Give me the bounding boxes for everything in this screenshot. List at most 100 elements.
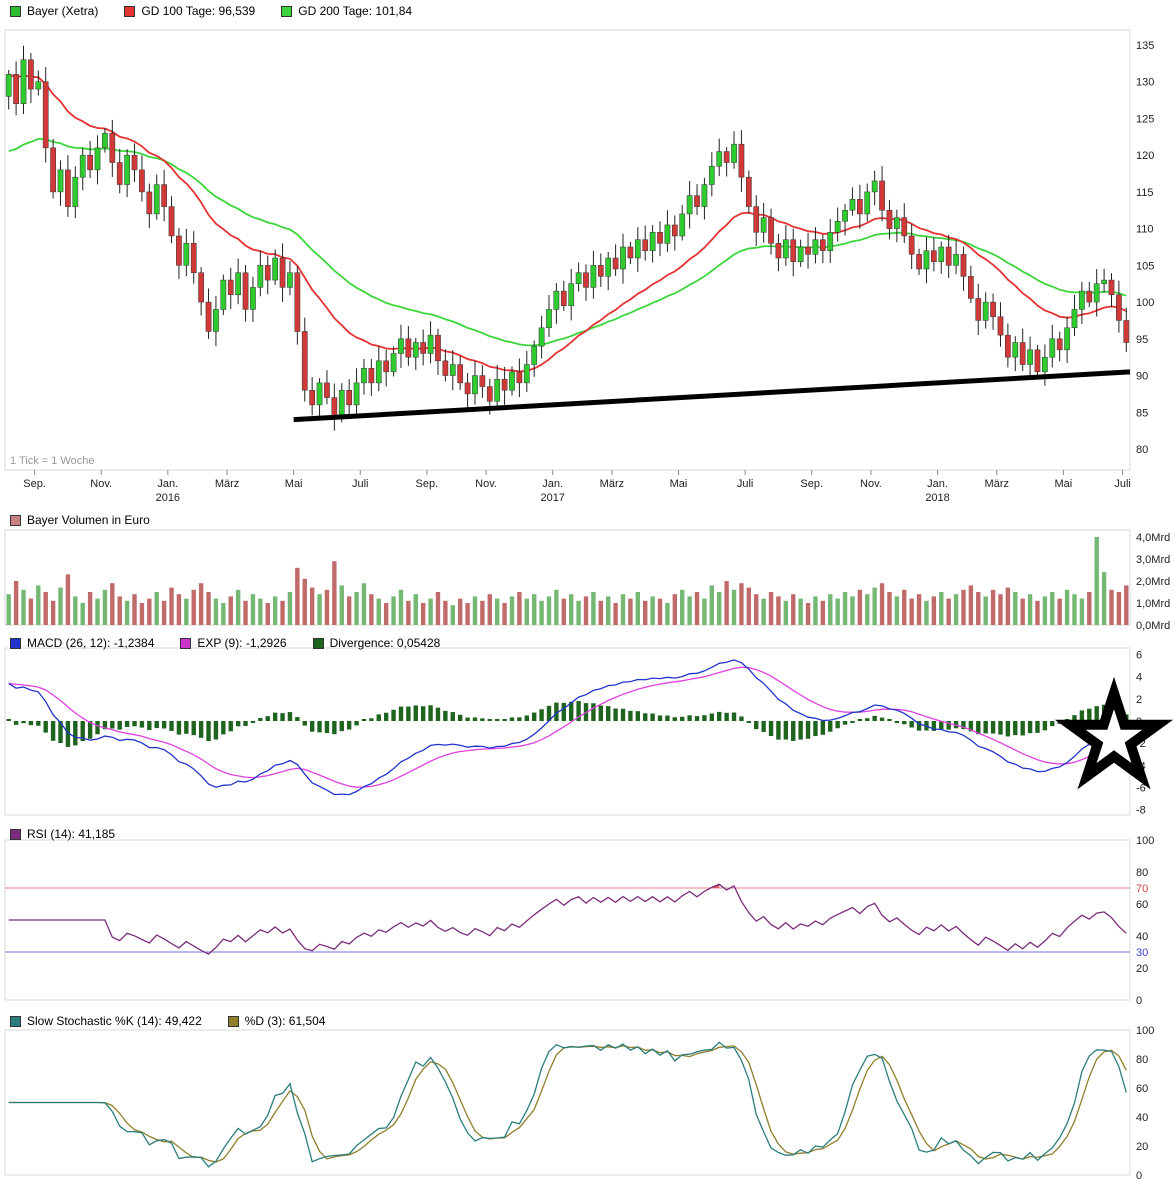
divergence-swatch-icon [312, 637, 324, 649]
svg-text:80: 80 [1136, 1054, 1148, 1066]
volume-series [6, 537, 1129, 625]
svg-text:März: März [985, 478, 1009, 490]
svg-text:85: 85 [1136, 407, 1148, 419]
rsi-label: RSI (14): 41,185 [27, 827, 116, 841]
svg-text:105: 105 [1136, 260, 1154, 272]
tick-interval-note: 1 Tick = 1 Woche [10, 455, 95, 467]
svg-text:20: 20 [1136, 1141, 1148, 1153]
svg-text:0: 0 [1136, 1170, 1142, 1179]
svg-text:2017: 2017 [540, 492, 564, 504]
bayer-series-label: Bayer (Xetra) [27, 4, 99, 18]
panel-borders [4, 29, 1131, 1176]
svg-text:-2: -2 [1136, 738, 1146, 750]
svg-text:90: 90 [1136, 371, 1148, 383]
svg-text:70: 70 [1136, 883, 1148, 895]
stoch-k-label: Slow Stochastic %K (14): 49,422 [27, 1014, 202, 1028]
macd-panel-legend: MACD (26, 12): -1,2384 EXP (9): -1,2926 … [10, 636, 440, 650]
volume-label: Bayer Volumen in Euro [27, 513, 150, 527]
gd200-swatch-icon [281, 5, 293, 17]
svg-text:Sep.: Sep. [800, 478, 823, 490]
svg-text:3,0Mrd: 3,0Mrd [1136, 554, 1170, 566]
svg-text:2: 2 [1136, 694, 1142, 706]
svg-text:110: 110 [1136, 224, 1154, 236]
svg-text:-8: -8 [1136, 805, 1146, 817]
svg-text:100: 100 [1136, 1025, 1154, 1037]
gd200-label: GD 200 Tage: 101,84 [298, 4, 413, 18]
volume-swatch-icon [10, 514, 21, 526]
svg-text:Nov.: Nov. [860, 478, 882, 490]
candlestick-series [5, 45, 1130, 431]
svg-text:135: 135 [1136, 40, 1154, 52]
macd-signal-line [8, 666, 1127, 788]
svg-text:0,0Mrd: 0,0Mrd [1136, 620, 1170, 632]
svg-text:März: März [215, 478, 239, 490]
legend-item-stoch-k: Slow Stochastic %K (14): 49,422 [10, 1014, 202, 1028]
svg-text:40: 40 [1136, 1112, 1148, 1124]
rsi-swatch-icon [10, 828, 21, 840]
svg-text:Jan.: Jan. [542, 478, 563, 490]
svg-text:100: 100 [1136, 297, 1154, 309]
svg-text:80: 80 [1136, 867, 1148, 879]
exp-label: EXP (9): -1,2926 [197, 636, 287, 650]
rsi [8, 883, 1127, 955]
legend-item-exp: EXP (9): -1,2926 [180, 636, 287, 650]
svg-text:Juli: Juli [737, 478, 754, 490]
gd100-label: GD 100 Tage: 96,539 [141, 4, 256, 18]
stochastic-k-line [8, 1041, 1127, 1168]
svg-text:60: 60 [1136, 1083, 1148, 1095]
svg-text:4,0Mrd: 4,0Mrd [1136, 532, 1170, 544]
stochastic-k [8, 1041, 1127, 1168]
rsi-panel-legend: RSI (14): 41,185 [10, 827, 115, 841]
svg-text:Sep.: Sep. [23, 478, 46, 490]
svg-text:Juli: Juli [1114, 478, 1131, 490]
svg-text:4: 4 [1136, 672, 1142, 684]
svg-text:2016: 2016 [156, 492, 180, 504]
svg-text:März: März [600, 478, 624, 490]
svg-text:60: 60 [1136, 899, 1148, 911]
legend-item-gd100: GD 100 Tage: 96,539 [124, 4, 255, 18]
support-trendline [293, 369, 1131, 423]
svg-text:100: 100 [1136, 835, 1154, 847]
gd200-line [8, 137, 1127, 347]
divergence-label: Divergence: 0,05428 [329, 636, 441, 650]
svg-text:Sep.: Sep. [416, 478, 439, 490]
gd100-swatch-icon [124, 5, 136, 17]
x-axis-ticks: Sep. Nov. Jan. 2016 März Mai Juli Sep. Nov. Jan. 2… [23, 470, 1131, 504]
svg-text:6: 6 [1136, 650, 1142, 662]
legend-item-stoch-d: %D (3): 61,504 [227, 1014, 326, 1028]
svg-text:Mai: Mai [670, 478, 688, 490]
svg-text:Mai: Mai [285, 478, 303, 490]
macd [8, 659, 1127, 796]
price-panel-legend: Bayer (Xetra) GD 100 Tage: 96,539 GD 200… [10, 4, 412, 18]
svg-text:115: 115 [1136, 187, 1154, 199]
stoch-d-label: %D (3): 61,504 [244, 1014, 326, 1028]
macd-label: MACD (26, 12): -1,2384 [27, 636, 155, 650]
svg-text:40: 40 [1136, 931, 1148, 943]
rsi-guides [5, 887, 1130, 953]
svg-text:130: 130 [1136, 77, 1154, 89]
bayer-series-swatch-icon [10, 5, 21, 17]
svg-text:1,0Mrd: 1,0Mrd [1136, 598, 1170, 610]
svg-text:Jan.: Jan. [157, 478, 178, 490]
trendline [293, 369, 1131, 423]
svg-text:Mai: Mai [1055, 478, 1073, 490]
svg-text:2,0Mrd: 2,0Mrd [1136, 576, 1170, 588]
macd-histogram [6, 701, 1129, 747]
svg-text:Nov.: Nov. [90, 478, 112, 490]
rsi-line [8, 883, 1127, 955]
legend-item-macd: MACD (26, 12): -1,2384 [10, 636, 154, 650]
macd-signal [8, 666, 1127, 788]
legend-item-bayer: Bayer (Xetra) [10, 4, 98, 18]
stochastic-panel-legend: Slow Stochastic %K (14): 49,422 %D (3): … [10, 1014, 325, 1028]
gd100-line [8, 73, 1127, 373]
moving-averages [8, 73, 1127, 373]
legend-item-volume: Bayer Volumen in Euro [10, 513, 150, 527]
legend-item-gd200: GD 200 Tage: 101,84 [281, 4, 412, 18]
stoch-k-swatch-icon [10, 1015, 21, 1027]
svg-text:80: 80 [1136, 444, 1148, 456]
legend-item-divergence: Divergence: 0,05428 [312, 636, 441, 650]
svg-text:30: 30 [1136, 947, 1148, 959]
macd-line [8, 659, 1127, 796]
